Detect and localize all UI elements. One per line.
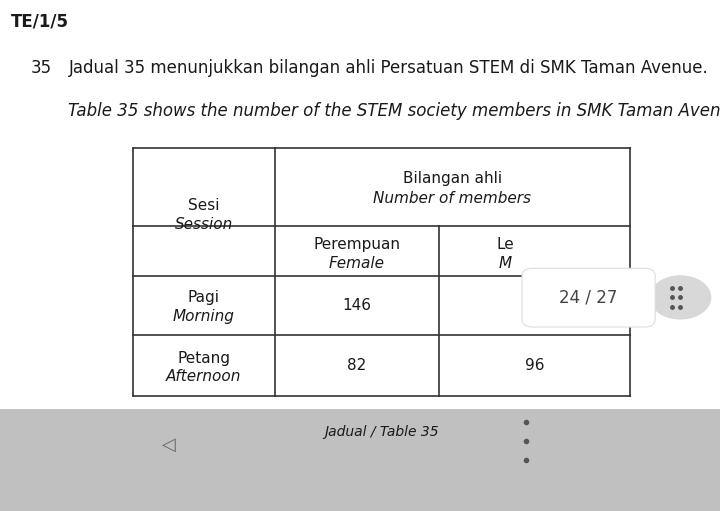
Text: M: M bbox=[499, 257, 512, 271]
Text: Jadual / Table 35: Jadual / Table 35 bbox=[324, 425, 439, 439]
Bar bbox=[0, 409, 720, 511]
Text: 124: 124 bbox=[520, 298, 549, 313]
Circle shape bbox=[650, 276, 711, 319]
Text: ◁: ◁ bbox=[162, 435, 176, 454]
Text: Afternoon: Afternoon bbox=[166, 369, 242, 384]
Text: Bilangan ahli: Bilangan ahli bbox=[402, 171, 502, 185]
Text: Number of members: Number of members bbox=[374, 191, 531, 206]
Text: Pagi: Pagi bbox=[188, 290, 220, 306]
Text: Petang: Petang bbox=[178, 351, 230, 365]
Text: 96: 96 bbox=[525, 358, 544, 373]
Text: Table 35 shows the number of the STEM society members in SMK Taman Avenue.: Table 35 shows the number of the STEM so… bbox=[68, 102, 720, 120]
Text: Female: Female bbox=[329, 257, 384, 271]
Text: 24 / 27: 24 / 27 bbox=[559, 289, 618, 307]
Text: Morning: Morning bbox=[173, 309, 235, 324]
Text: TE/1/5: TE/1/5 bbox=[11, 13, 69, 31]
Text: Sesi: Sesi bbox=[188, 198, 220, 214]
Bar bbox=[133, 148, 630, 396]
Text: 82: 82 bbox=[347, 358, 366, 373]
Text: Perempuan: Perempuan bbox=[313, 238, 400, 252]
Text: 146: 146 bbox=[342, 298, 372, 313]
Text: Le: Le bbox=[497, 238, 515, 252]
Text: Jadual 35 menunjukkan bilangan ahli Persatuan STEM di SMK Taman Avenue.: Jadual 35 menunjukkan bilangan ahli Pers… bbox=[68, 59, 708, 77]
FancyBboxPatch shape bbox=[522, 268, 655, 327]
Text: 35: 35 bbox=[30, 59, 51, 77]
Text: Session: Session bbox=[175, 217, 233, 233]
